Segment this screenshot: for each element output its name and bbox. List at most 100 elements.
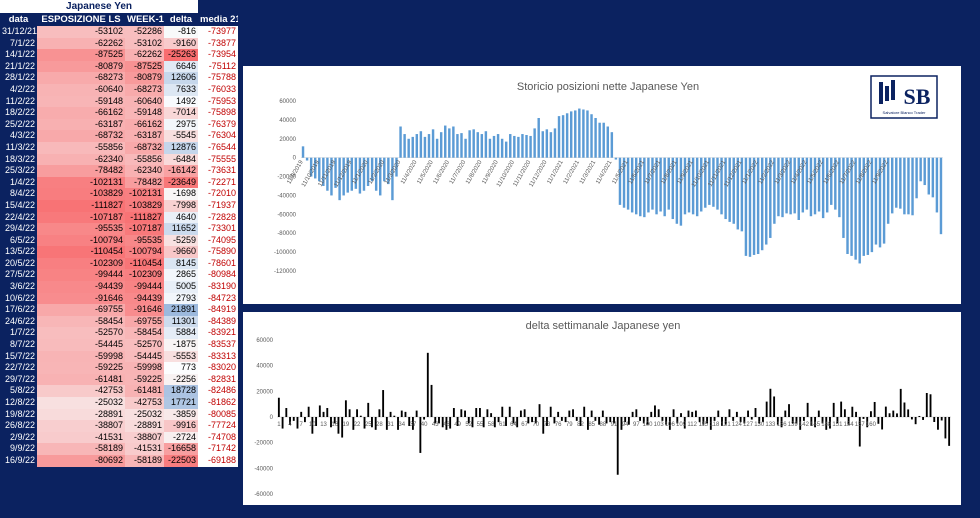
delta-bar — [479, 408, 481, 417]
logo-text: SB — [904, 84, 931, 109]
net-position-bar — [569, 111, 573, 158]
exposure-cell: -102309 — [37, 257, 125, 270]
x-tick-label: 145 — [810, 422, 821, 428]
delta-bar — [795, 417, 798, 424]
column-header: ESPOSIZIONE LS — [37, 13, 125, 26]
net-position-bar — [342, 157, 345, 196]
delta-bar — [371, 417, 373, 428]
table-row: 15/7/22 -59998 -54445 -5553 -83313 — [0, 350, 239, 363]
date-cell: 24/6/22 — [0, 315, 37, 328]
net-position-bar — [895, 157, 898, 208]
delta-bar — [393, 415, 396, 417]
moving-average-cell: -83921 — [198, 327, 239, 340]
positions-table: Japanese Yen data ESPOSIZIONE LS WEEK-1 del… — [0, 0, 239, 467]
moving-average-cell: -75112 — [198, 60, 239, 73]
net-position-bar — [939, 157, 943, 235]
x-tick-label: 70 — [532, 422, 539, 428]
delta-cell: -9660 — [164, 246, 199, 258]
x-tick-label: 133 — [765, 422, 776, 428]
delta-bar — [330, 417, 332, 428]
date-cell: 8/4/22 — [0, 188, 37, 200]
delta-bar — [281, 417, 284, 429]
net-position-bar — [651, 157, 654, 210]
delta-bar — [713, 417, 716, 421]
delta-bar — [940, 417, 943, 421]
net-position-bar — [452, 126, 455, 158]
net-position-bar — [541, 131, 544, 158]
delta-cell: 11652 — [164, 223, 199, 235]
net-position-bar — [813, 157, 817, 215]
delta-bar — [743, 417, 746, 424]
table-row: 29/4/22 -95535 -107187 11652 -73301 — [0, 223, 239, 235]
delta-bar — [292, 417, 295, 421]
table-row: 31/12/21 -53102 -52286 -816 -73977 — [0, 26, 239, 38]
net-position-bar — [781, 157, 784, 218]
net-position-bar — [614, 157, 618, 160]
delta-bar — [363, 417, 366, 429]
delta-bar — [572, 409, 574, 417]
delta-cell: -3859 — [164, 408, 199, 421]
table-row: 9/9/22 -58189 -41531 -16658 -71742 — [0, 443, 239, 455]
weekly-delta-svg: delta settimanale Japanese yen -60000 -40… — [254, 320, 951, 498]
y-tick-label: 20000 — [256, 389, 273, 395]
week-prev-cell: -91646 — [125, 304, 164, 316]
delta-bar — [855, 411, 857, 417]
table-row: 28/1/22 -68273 -80879 12606 -75788 — [0, 72, 239, 84]
delta-bar — [542, 417, 545, 434]
delta-bar — [907, 409, 910, 417]
delta-bar — [315, 417, 318, 426]
net-position-bar — [354, 157, 358, 189]
net-position-bar — [407, 138, 410, 158]
delta-bar — [762, 417, 764, 423]
delta-bar — [430, 384, 433, 417]
x-tick-label: 94 — [622, 422, 629, 428]
moving-average-cell: -78601 — [198, 257, 239, 270]
table-row: 12/8/22 -25032 -42753 17721 -81862 — [0, 397, 239, 409]
week-prev-cell: -61481 — [125, 385, 164, 397]
moving-average-cell: -84723 — [198, 292, 239, 305]
delta-bar — [546, 417, 548, 426]
table-row: 5/8/22 -42753 -61481 18728 -82486 — [0, 385, 239, 397]
x-tick-label: 115 — [699, 422, 709, 428]
net-position-bar — [850, 157, 853, 256]
x-tick-label: 127 — [743, 422, 754, 428]
delta-bar — [300, 411, 303, 417]
week-prev-cell: -38807 — [125, 431, 164, 444]
delta-bar — [508, 406, 511, 417]
delta-bar — [344, 400, 347, 417]
delta-bar — [825, 417, 828, 430]
net-position-bar — [765, 157, 768, 245]
delta-bar — [605, 417, 608, 424]
x-tick-label: 10 — [309, 422, 316, 428]
x-tick-label: 136 — [777, 422, 788, 428]
net-position-bar — [769, 157, 772, 238]
y-tick-label: 40000 — [256, 364, 273, 370]
date-cell: 18/3/22 — [0, 153, 37, 166]
delta-bar — [706, 417, 709, 424]
delta-bar — [411, 417, 414, 430]
delta-bar — [870, 411, 872, 417]
net-position-bar — [679, 157, 683, 226]
x-tick-label: 151 — [832, 422, 843, 428]
net-position-bar — [496, 134, 500, 158]
week-prev-cell: -95535 — [125, 234, 164, 247]
delta-bar — [568, 410, 571, 417]
delta-bar — [464, 410, 466, 417]
net-position-bar — [374, 157, 378, 191]
delta-bar — [817, 410, 820, 417]
moving-average-cell: -83190 — [198, 281, 239, 293]
net-position-bar — [468, 130, 471, 158]
delta-bar — [423, 417, 426, 420]
delta-bar — [285, 408, 288, 417]
table-row: 25/2/22 -63187 -66162 2975 -76379 — [0, 118, 239, 131]
y-tick-label: 0 — [293, 156, 297, 162]
table-row: 14/1/22 -87525 -62262 -25263 -73954 — [0, 49, 239, 61]
net-position-bar — [907, 157, 910, 215]
delta-bar — [735, 411, 738, 417]
delta-bar — [881, 417, 884, 430]
table-row: 29/7/22 -61481 -59225 -2256 -82831 — [0, 373, 239, 386]
delta-bar — [832, 402, 835, 417]
week-prev-cell: -41531 — [125, 443, 164, 455]
delta-bar — [471, 417, 474, 428]
week-prev-cell: -78482 — [125, 176, 164, 189]
